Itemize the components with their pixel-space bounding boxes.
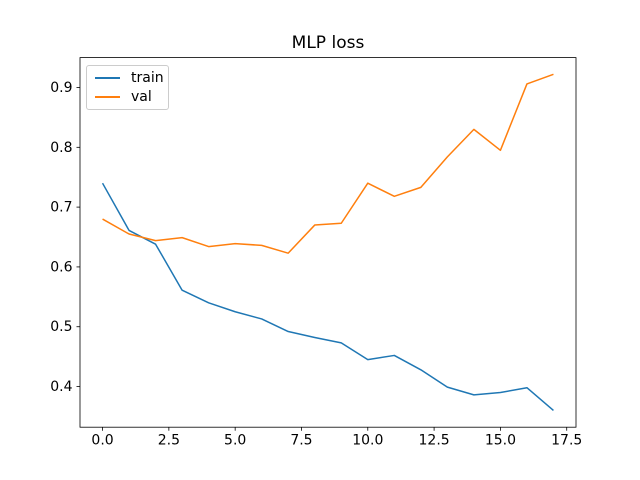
val-line bbox=[102, 73, 554, 254]
legend: train val bbox=[86, 65, 169, 110]
y-tick-label: 0.7 bbox=[50, 200, 72, 216]
y-tick-label: 0.5 bbox=[50, 319, 72, 335]
chart-title: MLP loss bbox=[291, 33, 365, 53]
x-tick-label: 10.0 bbox=[352, 433, 383, 449]
train-line-swatch bbox=[95, 77, 120, 79]
x-tick-label: 17.5 bbox=[551, 433, 582, 449]
y-tick-label: 0.4 bbox=[50, 379, 72, 395]
x-tick-label: 12.5 bbox=[419, 433, 450, 449]
legend-label-val: val bbox=[131, 89, 152, 105]
train-line bbox=[101, 182, 554, 412]
axes-frame bbox=[79, 57, 577, 428]
legend-label-train: train bbox=[131, 70, 164, 86]
y-tick-label: 0.8 bbox=[50, 140, 72, 156]
y-tick-label: 0.6 bbox=[50, 259, 72, 275]
y-tick-label: 0.9 bbox=[50, 80, 72, 96]
legend-item-val: val bbox=[95, 90, 168, 104]
x-tick-label: 7.5 bbox=[290, 433, 312, 449]
legend-item-train: train bbox=[95, 71, 168, 85]
x-tick-label: 5.0 bbox=[224, 433, 246, 449]
x-tick-label: 15.0 bbox=[485, 433, 516, 449]
x-tick-label: 0.0 bbox=[91, 433, 113, 449]
x-tick-label: 2.5 bbox=[158, 433, 180, 449]
val-line-swatch bbox=[95, 96, 120, 98]
